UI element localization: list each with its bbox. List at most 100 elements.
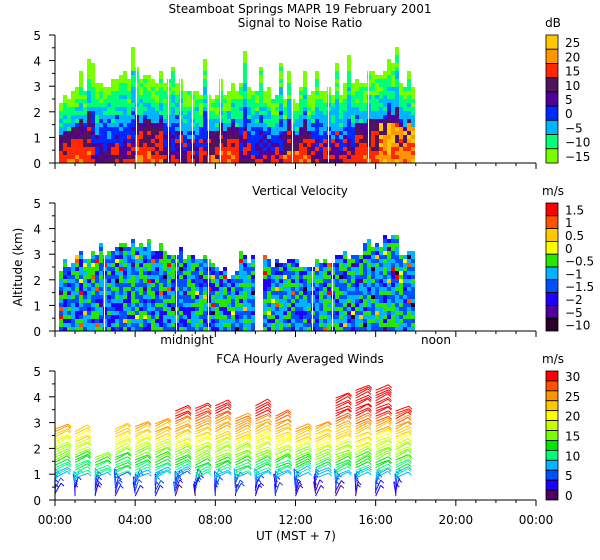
heatmap-cell <box>247 127 252 131</box>
heatmap-cell <box>223 135 228 139</box>
heatmap-cell <box>383 131 388 135</box>
heatmap-cell <box>79 263 84 267</box>
wind-barb <box>175 405 189 412</box>
heatmap-cell <box>379 287 384 291</box>
heatmap-cell <box>263 91 268 95</box>
heatmap-cell <box>155 287 160 291</box>
heatmap-cell <box>147 291 152 295</box>
heatmap-cell <box>303 91 308 95</box>
wind-barb-flag <box>267 428 272 432</box>
heatmap-cell <box>147 263 152 267</box>
heatmap-cell <box>91 299 96 303</box>
wind-barb-flag <box>287 446 292 450</box>
heatmap-cell <box>151 83 156 87</box>
heatmap-cell <box>195 99 200 103</box>
heatmap-cell <box>295 131 300 135</box>
heatmap-cell <box>323 151 328 155</box>
heatmap-cell <box>83 315 88 319</box>
wind-barb-flag <box>368 436 372 441</box>
heatmap-cell <box>387 287 392 291</box>
heatmap-cell <box>319 123 324 127</box>
heatmap-cell <box>215 103 220 107</box>
heatmap-cell <box>203 79 208 83</box>
heatmap-cell <box>199 275 204 279</box>
heatmap-cell <box>219 323 224 327</box>
heatmap-cell <box>315 327 320 331</box>
heatmap-cell <box>119 111 124 115</box>
heatmap-cell <box>311 139 316 143</box>
heatmap-cell <box>231 147 236 151</box>
heatmap-cell <box>307 123 312 127</box>
heatmap-cell <box>323 311 328 315</box>
heatmap-cell <box>219 311 224 315</box>
heatmap-cell <box>387 115 392 119</box>
heatmap-cell <box>115 147 120 151</box>
heatmap-cell <box>359 295 364 299</box>
heatmap-cell <box>231 115 236 119</box>
colorbar-swatch <box>545 410 559 422</box>
heatmap-cell <box>103 155 108 159</box>
heatmap-cell <box>107 95 112 99</box>
heatmap-cell <box>191 319 196 323</box>
heatmap-cell <box>227 139 232 143</box>
wind-barb <box>194 474 202 487</box>
wind-barb-flag <box>268 446 272 451</box>
wind-barb-flag <box>327 429 332 434</box>
wind-barb <box>255 440 269 448</box>
heatmap-cell <box>323 323 328 327</box>
heatmap-cell <box>403 315 408 319</box>
wind-barb-flag <box>147 463 152 468</box>
heatmap-cell <box>187 95 192 99</box>
wind-barb <box>155 425 169 433</box>
wind-barb <box>215 399 229 407</box>
heatmap-cell <box>123 263 128 267</box>
heatmap-cell <box>83 311 88 315</box>
heatmap-cell <box>303 275 308 279</box>
wind-barb-flag <box>288 459 292 464</box>
heatmap-cell <box>63 311 68 315</box>
heatmap-cell <box>159 143 164 147</box>
heatmap-cell <box>75 259 80 263</box>
heatmap-cell <box>311 147 316 151</box>
heatmap-cell <box>279 323 284 327</box>
heatmap-cell <box>135 315 140 319</box>
wind-barb-flag <box>247 454 252 458</box>
heatmap-cell <box>91 303 96 307</box>
heatmap-cell <box>203 99 208 103</box>
heatmap-cell <box>283 327 288 331</box>
heatmap-cell <box>343 319 348 323</box>
wind-barb <box>235 435 249 443</box>
heatmap-cell <box>315 271 320 275</box>
heatmap-cell <box>375 327 380 331</box>
heatmap-cell <box>359 291 364 295</box>
heatmap-cell <box>127 267 132 271</box>
wind-barb-flag <box>66 455 71 460</box>
heatmap-cell <box>375 275 380 279</box>
heatmap-cell <box>343 135 348 139</box>
heatmap-cell <box>399 315 404 319</box>
heatmap-cell <box>67 327 72 331</box>
wind-barb-flag <box>67 468 71 473</box>
heatmap-cell <box>371 155 376 159</box>
heatmap-cell <box>235 147 240 151</box>
heatmap-cell <box>91 255 96 259</box>
wind-barb-flag <box>268 454 272 459</box>
heatmap-cell <box>371 115 376 119</box>
heatmap-cell <box>143 143 148 147</box>
wind-barb-flag <box>247 422 252 426</box>
heatmap-cell <box>83 303 88 307</box>
heatmap-cell <box>339 131 344 135</box>
heatmap-cell <box>347 283 352 287</box>
heatmap-cell <box>363 131 368 135</box>
heatmap-cell <box>271 279 276 283</box>
heatmap-cell <box>347 287 352 291</box>
heatmap-cell <box>327 271 332 275</box>
heatmap-cell <box>347 67 352 71</box>
heatmap-cell <box>259 143 264 147</box>
heatmap-cell <box>319 279 324 283</box>
heatmap-cell <box>215 99 220 103</box>
wind-barb <box>235 433 249 440</box>
heatmap-cell <box>259 107 264 111</box>
heatmap-cell <box>123 323 128 327</box>
heatmap-cell <box>99 283 104 287</box>
